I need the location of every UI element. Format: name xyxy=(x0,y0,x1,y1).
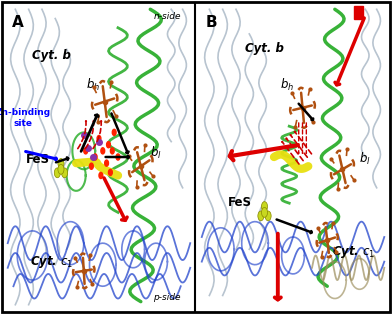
Circle shape xyxy=(261,202,267,211)
Text: p-side: p-side xyxy=(153,293,181,302)
Text: A: A xyxy=(11,15,23,30)
Circle shape xyxy=(261,208,267,217)
Circle shape xyxy=(89,163,93,169)
Text: $b_h$: $b_h$ xyxy=(280,77,294,93)
Circle shape xyxy=(265,211,271,221)
Circle shape xyxy=(107,142,111,148)
Circle shape xyxy=(54,168,60,178)
Circle shape xyxy=(258,211,264,221)
Text: Cyt. $c_1$: Cyt. $c_1$ xyxy=(332,245,376,261)
Text: $b_l$: $b_l$ xyxy=(359,151,371,167)
Text: $b_h$: $b_h$ xyxy=(86,77,100,93)
Text: $b_l$: $b_l$ xyxy=(150,145,162,161)
Circle shape xyxy=(97,135,101,142)
Circle shape xyxy=(58,159,64,168)
Circle shape xyxy=(93,154,97,160)
Circle shape xyxy=(58,165,64,174)
Bar xyxy=(354,6,363,19)
Text: Cyt. b: Cyt. b xyxy=(245,42,284,55)
Circle shape xyxy=(109,169,112,176)
Text: n-side: n-side xyxy=(153,12,181,21)
Text: B: B xyxy=(205,15,217,30)
Circle shape xyxy=(62,168,67,178)
Text: FeS: FeS xyxy=(228,196,252,209)
Text: Zn-binding
site: Zn-binding site xyxy=(0,108,51,128)
Circle shape xyxy=(84,148,87,154)
Text: FeS: FeS xyxy=(26,153,50,166)
Circle shape xyxy=(111,148,114,154)
Text: Cyt. $c_1$: Cyt. $c_1$ xyxy=(30,254,73,270)
Circle shape xyxy=(99,172,103,179)
Text: Cyt. b: Cyt. b xyxy=(32,49,71,62)
Circle shape xyxy=(101,148,105,154)
Circle shape xyxy=(105,160,109,166)
Circle shape xyxy=(112,129,116,135)
Circle shape xyxy=(116,154,120,160)
